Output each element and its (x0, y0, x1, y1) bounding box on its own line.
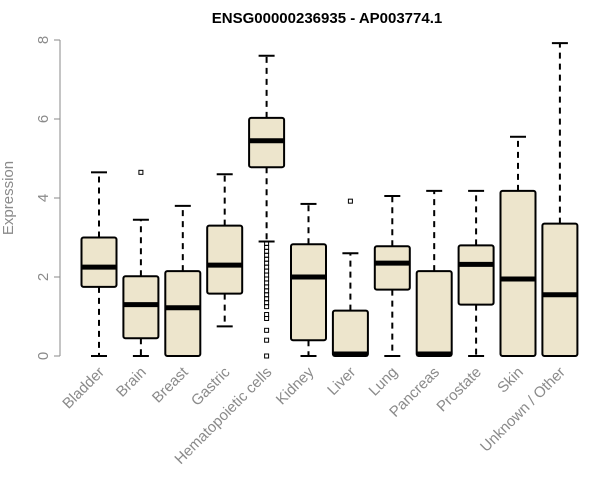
boxes-group (80, 42, 579, 359)
outlier-point (264, 327, 270, 333)
outlier-point (347, 198, 353, 204)
box-iqr (499, 189, 537, 357)
y-tick-label: 8 (35, 36, 52, 44)
outlier-point (264, 244, 270, 250)
outlier-point (264, 353, 270, 359)
box-unknown-other (541, 42, 579, 357)
outlier-point (264, 300, 270, 306)
box-liver (331, 198, 369, 358)
outlier-point (264, 337, 270, 343)
box-iqr (415, 270, 453, 358)
x-tick-label: Liver (324, 364, 359, 399)
outlier-point (264, 315, 270, 321)
box-pancreas (415, 189, 453, 358)
outlier-point (264, 280, 270, 286)
outlier-point (264, 260, 270, 266)
outlier-point (264, 292, 270, 298)
x-tick-label: Brain (113, 364, 150, 401)
x-tick-label: Kidney (273, 363, 318, 408)
outlier-point (264, 276, 270, 282)
box-bladder (80, 171, 118, 357)
outlier-point (138, 169, 144, 175)
box-iqr (206, 224, 244, 295)
outlier-point (264, 272, 270, 278)
x-tick-label: Lung (366, 364, 402, 400)
box-kidney (290, 202, 327, 357)
outlier-point (264, 248, 270, 254)
outlier-point (264, 256, 270, 262)
box-hematopoietic-cells (248, 54, 286, 359)
box-iqr (164, 270, 202, 358)
outlier-point (264, 268, 270, 274)
y-axis: 0 2 4 6 8 (35, 36, 61, 360)
outlier-point (264, 252, 270, 258)
x-tick-label: Bladder (59, 364, 108, 413)
outlier-point (264, 264, 270, 270)
y-tick-label: 6 (35, 115, 52, 123)
box-iqr (80, 236, 118, 288)
outlier-point (264, 312, 270, 318)
box-iqr (373, 245, 411, 291)
box-breast (164, 204, 202, 358)
box-gastric (206, 173, 244, 328)
box-skin (499, 135, 537, 357)
box-iqr (290, 243, 327, 342)
box-brain (122, 169, 160, 357)
y-tick-label: 4 (35, 194, 52, 202)
x-tick-label: Breast (149, 363, 192, 406)
outlier-point (264, 288, 270, 294)
box-prostate (457, 189, 495, 357)
outlier-point (264, 296, 270, 302)
box-iqr (122, 275, 160, 340)
y-tick-label: 0 (35, 352, 52, 360)
outlier-point (264, 284, 270, 290)
box-lung (373, 195, 411, 357)
outlier-point (264, 304, 270, 310)
y-axis-label: Expression (0, 161, 17, 235)
chart-title: ENSG00000236935 - AP003774.1 (212, 10, 442, 27)
box-iqr (541, 222, 579, 357)
box-iqr (457, 244, 495, 306)
box-iqr (331, 309, 369, 358)
x-tick-label: Prostate (433, 364, 485, 416)
x-tick-label: Skin (494, 364, 527, 397)
y-tick-label: 2 (35, 273, 52, 281)
